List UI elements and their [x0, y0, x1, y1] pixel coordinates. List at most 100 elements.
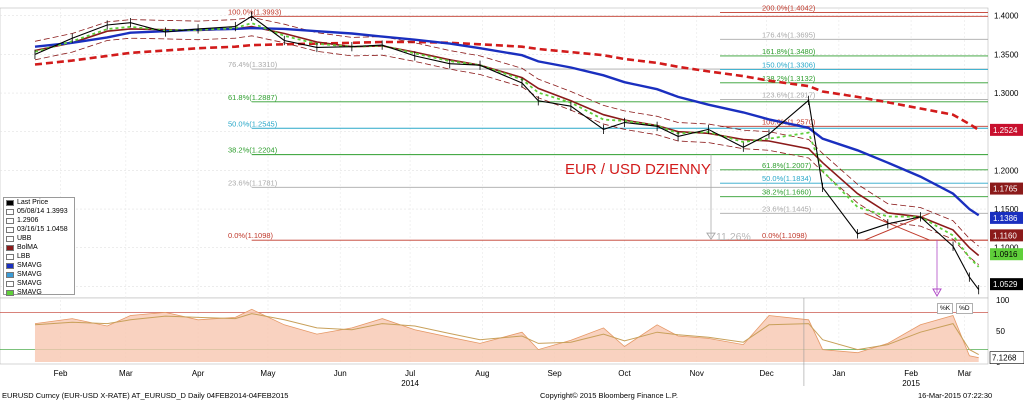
- legend-label: Last Price: [17, 199, 49, 206]
- drop-arrowhead: [706, 232, 716, 241]
- legend: Last Price 05/08/14 1.3993 1.2906 03/16/15 …: [3, 197, 75, 297]
- stoch-k-legend: %K: [937, 303, 954, 314]
- price-tag-box: [990, 229, 1023, 242]
- osc-current-box: [989, 351, 1024, 364]
- x-tick-label: May: [260, 369, 275, 378]
- upper-bollinger-line: [34, 16, 979, 247]
- fib-label: 61.8%(1.2887): [228, 93, 278, 102]
- legend-swatch: [6, 253, 14, 260]
- price-tag-box: [990, 123, 1023, 136]
- legend-label: SMAVG: [17, 262, 42, 269]
- fib-label: 138.2%(1.3132): [762, 74, 816, 83]
- price-tag-label: 1.2524: [993, 126, 1018, 135]
- price-tag-box: [990, 278, 1023, 291]
- footer-copyright: Copyright© 2015 Bloomberg Finance L.P.: [540, 391, 678, 400]
- legend-label: UBB: [17, 235, 32, 242]
- fib-label: 200.0%(1.4042): [762, 3, 816, 12]
- legend-item: UBB: [4, 234, 74, 243]
- x-tick-label: Jun: [334, 369, 347, 378]
- axis-layer: 1.40001.35001.30001.25001.20001.15001.10…: [54, 12, 1024, 388]
- legend-swatch: [6, 235, 14, 242]
- price-tag-label: 1.1765: [993, 185, 1018, 194]
- chart-title: EUR / USD DZIENNY: [565, 161, 711, 178]
- y-tick-label: 1.3500: [994, 50, 1019, 59]
- oscillator-legend: %K %D: [937, 303, 973, 314]
- fib-label: 100.0%(1.2570): [762, 117, 816, 126]
- stoch-k-area: [34, 309, 979, 362]
- legend-item: 1.2906: [4, 216, 74, 225]
- legend-item: SMAVG: [4, 279, 74, 288]
- legend-item: LBB: [4, 252, 74, 261]
- stoch-k-line: [34, 308, 979, 359]
- legend-label: SMAVG: [17, 271, 42, 278]
- stoch-d-line: [34, 313, 979, 356]
- legend-label: SMAVG: [17, 289, 42, 296]
- legend-swatch: [6, 280, 14, 287]
- footer: EURUSD Curncy (EUR-USD X-RATE) AT_EURUSD…: [0, 389, 1024, 401]
- price-tag-label: 1.0529: [993, 280, 1018, 289]
- annot-layer: EUR / USD DZIENNY 11.26%: [565, 161, 751, 243]
- legend-swatch: [6, 226, 14, 233]
- legend-item: BolMA: [4, 243, 74, 252]
- x-tick-label: Jul: [405, 369, 415, 378]
- drop-percent-label: 11.26%: [716, 231, 751, 243]
- x-tick-label: Dec: [760, 369, 774, 378]
- fib-label: 0.0%(1.1098): [762, 231, 808, 240]
- legend-label: LBB: [17, 253, 31, 260]
- fib-label: 76.4%(1.3310): [228, 60, 278, 69]
- line-icon: [6, 271, 14, 278]
- fib-label: 100.0%(1.3993): [228, 7, 282, 16]
- x-tick-label: Feb: [54, 369, 68, 378]
- x-year-label: 2015: [902, 379, 920, 388]
- stoch-d-legend: %D: [956, 303, 973, 314]
- osc-tick-label: 50: [996, 327, 1005, 336]
- legend-item: 03/16/15 1.0458: [4, 225, 74, 234]
- legend-label: 03/16/15 1.0458: [17, 226, 68, 233]
- x-year-label: 2014: [401, 379, 419, 388]
- legend-item: SMAVG: [4, 261, 74, 270]
- fib-label: 61.8%(1.2007): [762, 161, 812, 170]
- trend-triangle-upper: [864, 212, 930, 241]
- fib-label: 150.0%(1.3306): [762, 60, 816, 69]
- price-tag-box: [990, 182, 1023, 195]
- fib-label: 38.2%(1.1660): [762, 188, 812, 197]
- smavg-red-line: [34, 40, 980, 131]
- x-tick-label: Oct: [618, 369, 631, 378]
- x-tick-label: Feb: [904, 369, 918, 378]
- price-tag-label: 1.1386: [993, 214, 1018, 223]
- fib-label: 0.0%(1.1098): [228, 231, 274, 240]
- fib-label: 50.0%(1.2545): [228, 119, 278, 128]
- x-tick-label: Aug: [475, 369, 489, 378]
- legend-label: BolMA: [17, 244, 38, 251]
- y-tick-label: 1.4000: [994, 12, 1019, 21]
- fib-label: 50.0%(1.1834): [762, 174, 812, 183]
- x-tick-label: Mar: [119, 369, 133, 378]
- fib-label: 176.4%(1.3695): [762, 30, 816, 39]
- x-tick-label: Nov: [690, 369, 704, 378]
- legend-swatch: [6, 217, 14, 224]
- series-layer: [34, 11, 980, 295]
- fib-label: 161.8%(1.3480): [762, 47, 816, 56]
- footer-ticker: EURUSD Curncy (EUR-USD X-RATE) AT_EURUSD…: [2, 391, 289, 400]
- x-tick-label: Mar: [958, 369, 972, 378]
- fib-label: 23.6%(1.1445): [762, 204, 812, 213]
- target-arrowhead: [932, 288, 942, 298]
- y-tick-label: 1.2000: [994, 166, 1019, 175]
- osc-current-label: 7.1268: [992, 354, 1017, 363]
- line-icon: [6, 244, 14, 251]
- y-tick-label: 1.3000: [994, 89, 1019, 98]
- osc-layer: [0, 308, 988, 362]
- x-tick-label: Apr: [192, 369, 205, 378]
- price-tag-label: 1.0916: [993, 250, 1018, 259]
- fib-label: 123.6%(1.2917): [762, 90, 816, 99]
- price-tag-box: [990, 211, 1023, 224]
- legend-item: SMAVG: [4, 288, 74, 297]
- legend-label: 05/08/14 1.3993: [17, 208, 68, 215]
- legend-swatch: [6, 208, 14, 215]
- osc-tick-label: 100: [996, 296, 1010, 305]
- legend-item: Last Price: [4, 198, 74, 207]
- footer-timestamp: 16-Mar-2015 07:22:30: [918, 391, 993, 400]
- y-tick-label: 1.1500: [994, 205, 1019, 214]
